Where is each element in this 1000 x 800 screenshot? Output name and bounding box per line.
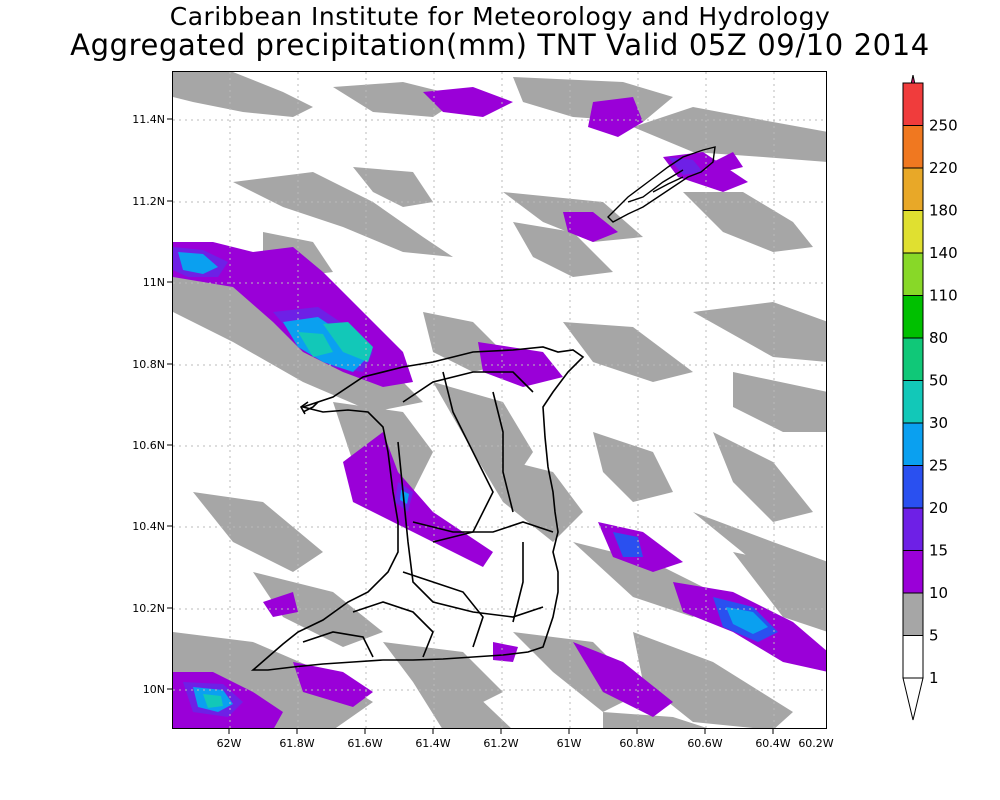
legend-swatch: [902, 337, 924, 381]
x-tick-label: 60.6W: [687, 737, 722, 750]
legend-swatch: [902, 550, 924, 594]
legend-swatch: [902, 380, 924, 424]
legend-swatch: [902, 210, 924, 254]
y-tick-label: 10.8N: [132, 358, 165, 371]
x-axis-ticks: 62W 61.8W 61.6W 61.4W 61.2W 61W 60.8W 60…: [217, 737, 834, 750]
x-tick-label: 61W: [557, 737, 582, 750]
legend-label: 180: [929, 202, 958, 220]
y-tick-label: 10.6N: [132, 439, 165, 452]
legend-swatch: [902, 82, 924, 126]
legend-swatch: [902, 295, 924, 339]
x-tick-label: 62W: [217, 737, 242, 750]
x-tick-label: 61.4W: [415, 737, 450, 750]
map-title: Caribbean Institute for Meteorology and …: [169, 2, 831, 31]
legend-label: 80: [929, 329, 948, 347]
map-subtitle: Aggregated precipitation(mm) TNT Valid 0…: [70, 28, 930, 62]
precip-band-cyan: [178, 252, 768, 712]
legend-swatch: [902, 422, 924, 466]
precipitation-map: [172, 71, 827, 729]
legend-swatch: [902, 635, 924, 679]
legend-label: 5: [929, 627, 939, 645]
y-axis-ticks: 11.4N 11.2N 11N 10.8N 10.6N 10.4N 10.2N …: [132, 113, 165, 696]
legend-label: 250: [929, 117, 958, 135]
x-tick-label: 60.4W: [755, 737, 790, 750]
legend-swatch: [902, 252, 924, 296]
legend-swatch: [902, 167, 924, 211]
legend-swatch: [902, 507, 924, 551]
legend-label: 140: [929, 244, 958, 262]
legend-label: 20: [929, 499, 948, 517]
legend-label: 1: [929, 669, 939, 687]
y-tick-label: 10N: [143, 683, 165, 696]
legend-label: 25: [929, 457, 948, 475]
tobago-outline: [607, 146, 716, 223]
legend-label: 15: [929, 542, 948, 560]
x-tick-label: 60.8W: [619, 737, 654, 750]
y-tick-label: 10.2N: [132, 602, 165, 615]
legend-swatch: [902, 592, 924, 636]
x-tick-label: 61.8W: [279, 737, 314, 750]
y-tick-label: 11.4N: [132, 113, 165, 126]
legend-label: 10: [929, 584, 948, 602]
map-canvas: [173, 72, 826, 728]
legend-label: 50: [929, 372, 948, 390]
legend-swatch: [902, 465, 924, 509]
legend-bottom-arrow: [902, 677, 924, 721]
x-tick-label: 61.2W: [483, 737, 518, 750]
legend-label: 30: [929, 414, 948, 432]
y-tick-label: 11N: [143, 276, 165, 289]
map-gridlines: [173, 72, 826, 728]
legend-label: 110: [929, 287, 958, 305]
y-tick-label: 10.4N: [132, 520, 165, 533]
y-tick-label: 11.2N: [132, 195, 165, 208]
trinidad-outline: [250, 346, 585, 671]
legend-swatch: [902, 125, 924, 169]
legend-label: 220: [929, 159, 958, 177]
x-tick-label: 60.2W: [798, 737, 833, 750]
x-tick-label: 61.6W: [347, 737, 382, 750]
